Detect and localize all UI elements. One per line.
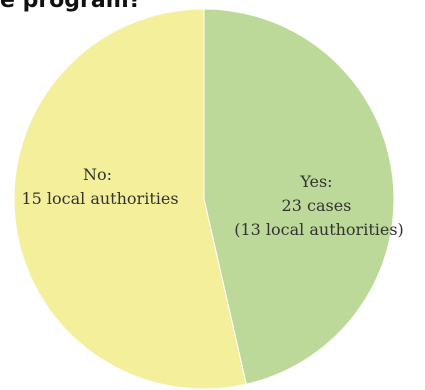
slice-label-no-line-1: No: [83, 165, 112, 184]
pie-slice-no [13, 8, 247, 390]
pie-slice-yes [203, 8, 395, 385]
slice-label-no-line-2: 15 local authorities [21, 189, 178, 208]
chart-title: e program? [0, 0, 142, 13]
slice-label-yes-line-2: 23 cases [282, 196, 352, 215]
slice-label-yes-line-1: Yes: [299, 172, 332, 191]
slice-label-yes-line-3: (13 local authorities) [234, 220, 404, 239]
slice-label-yes: Yes: 23 cases (13 local authorities) [234, 172, 404, 239]
slice-label-no: No: 15 local authorities [21, 165, 178, 208]
